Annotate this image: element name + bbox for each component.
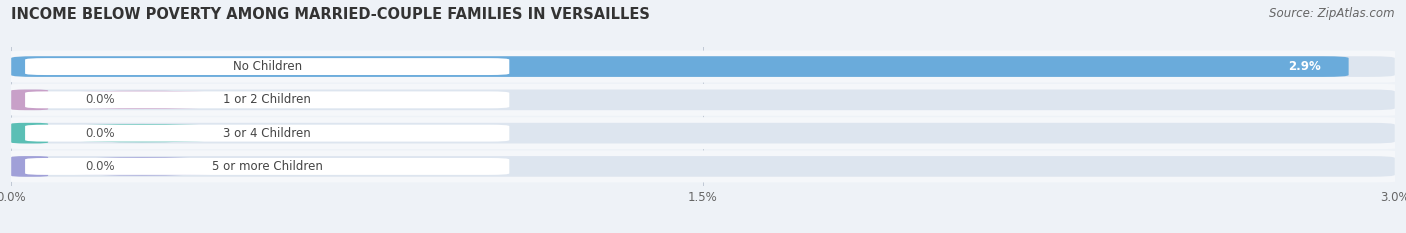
FancyBboxPatch shape xyxy=(11,123,48,144)
FancyBboxPatch shape xyxy=(1,117,1405,149)
Text: 1 or 2 Children: 1 or 2 Children xyxy=(224,93,311,106)
Text: 0.0%: 0.0% xyxy=(84,93,115,106)
Circle shape xyxy=(25,58,260,75)
FancyBboxPatch shape xyxy=(11,56,1348,77)
FancyBboxPatch shape xyxy=(1,84,1405,116)
FancyBboxPatch shape xyxy=(25,158,509,175)
Circle shape xyxy=(25,158,260,175)
FancyBboxPatch shape xyxy=(11,89,48,110)
FancyBboxPatch shape xyxy=(11,156,1395,177)
FancyBboxPatch shape xyxy=(25,125,509,142)
Circle shape xyxy=(25,91,260,108)
FancyBboxPatch shape xyxy=(11,123,1395,144)
Circle shape xyxy=(25,125,260,142)
Text: 2.9%: 2.9% xyxy=(1288,60,1322,73)
FancyBboxPatch shape xyxy=(11,56,1395,77)
FancyBboxPatch shape xyxy=(11,156,48,177)
Text: 0.0%: 0.0% xyxy=(84,127,115,140)
Text: 3 or 4 Children: 3 or 4 Children xyxy=(224,127,311,140)
Text: Source: ZipAtlas.com: Source: ZipAtlas.com xyxy=(1270,7,1395,20)
FancyBboxPatch shape xyxy=(25,58,509,75)
Text: 0.0%: 0.0% xyxy=(84,160,115,173)
FancyBboxPatch shape xyxy=(25,91,509,108)
FancyBboxPatch shape xyxy=(1,151,1405,182)
FancyBboxPatch shape xyxy=(1,51,1405,82)
FancyBboxPatch shape xyxy=(11,89,1395,110)
Text: INCOME BELOW POVERTY AMONG MARRIED-COUPLE FAMILIES IN VERSAILLES: INCOME BELOW POVERTY AMONG MARRIED-COUPL… xyxy=(11,7,650,22)
Text: 5 or more Children: 5 or more Children xyxy=(212,160,322,173)
Text: No Children: No Children xyxy=(232,60,302,73)
